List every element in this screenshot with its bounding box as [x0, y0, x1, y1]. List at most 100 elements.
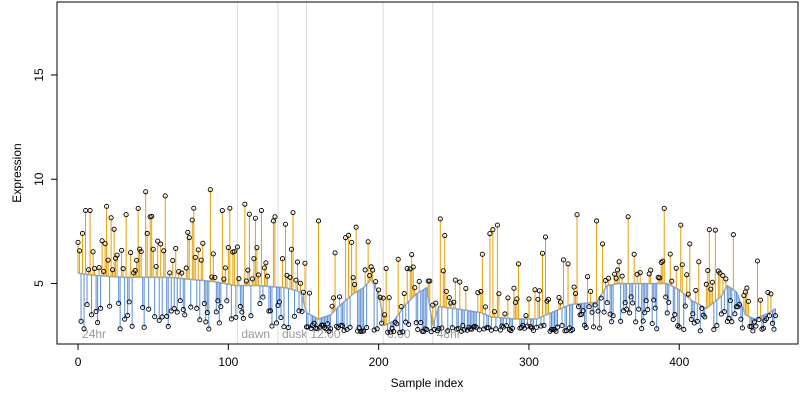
sample-point [533, 324, 540, 330]
sample-point [536, 288, 543, 294]
sample-point [152, 314, 158, 320]
sample-point [110, 267, 116, 273]
sample-point [153, 264, 159, 270]
sample-point [186, 235, 192, 241]
sample-point [702, 314, 708, 320]
sample-point [270, 218, 276, 224]
y-tick-label: 5 [32, 280, 46, 287]
sample-point [488, 327, 494, 333]
sample-point [96, 265, 102, 271]
sample-point [108, 215, 114, 221]
sample-point [329, 303, 335, 309]
sample-point [640, 318, 646, 324]
sample-point [215, 298, 221, 304]
sample-point [406, 321, 412, 327]
sample-point [545, 296, 552, 302]
sample-point [248, 313, 254, 319]
sample-point [138, 249, 144, 255]
sample-point [86, 267, 92, 273]
sample-point [242, 201, 248, 207]
sample-point [616, 259, 622, 265]
sample-point [412, 285, 418, 291]
sample-point [114, 252, 120, 258]
sample-point [383, 265, 389, 272]
sample-point [664, 310, 670, 316]
sample-point [736, 302, 742, 308]
sample-point [380, 295, 386, 301]
sample-point [324, 321, 331, 327]
section-label: 24hr [82, 327, 106, 341]
sample-point [371, 327, 377, 333]
sample-point [297, 280, 304, 286]
sample-point [225, 245, 231, 251]
sample-point [99, 238, 105, 244]
sample-point [207, 187, 213, 193]
sample-point [586, 304, 592, 310]
sample-point [192, 254, 198, 261]
sample-point [712, 227, 718, 233]
sample-point [600, 241, 606, 247]
sample-point [463, 285, 469, 292]
sample-point [595, 308, 601, 314]
sample-point [585, 274, 591, 280]
sample-point [155, 238, 161, 244]
sample-point [612, 271, 618, 277]
sample-point [278, 314, 284, 321]
sample-point [361, 328, 367, 334]
sample-point [654, 326, 660, 332]
sample-point [194, 305, 200, 311]
sample-point [523, 313, 529, 319]
sample-point [213, 309, 219, 315]
sample-point [168, 308, 174, 314]
sample-point [772, 313, 779, 319]
section-label: dusk [282, 327, 308, 341]
sample-point [613, 275, 619, 281]
sample-point [597, 325, 603, 331]
sample-point [739, 325, 745, 331]
sample-point [766, 313, 772, 319]
sample-point [663, 294, 669, 300]
sample-point [481, 326, 487, 332]
sample-point [433, 300, 439, 306]
sample-point [681, 326, 687, 332]
sample-point [165, 323, 171, 330]
sample-point [104, 203, 110, 209]
sample-point [267, 308, 273, 314]
sample-point [102, 241, 108, 247]
sample-point [560, 257, 567, 263]
sample-point [436, 326, 442, 332]
sample-point [233, 314, 239, 320]
sample-point [218, 304, 224, 310]
sample-point [461, 327, 467, 333]
sample-point [720, 273, 726, 279]
sample-point [532, 287, 538, 293]
sample-point [401, 290, 407, 297]
sample-point [287, 274, 293, 280]
sample-point [93, 308, 99, 315]
sample-point [204, 309, 210, 316]
sample-point [119, 247, 125, 253]
sample-point [699, 305, 705, 311]
sample-point [95, 319, 101, 326]
sample-point [227, 205, 233, 211]
sample-point [697, 328, 703, 334]
sample-point [637, 270, 643, 276]
sample-point [542, 234, 549, 240]
sample-point [282, 221, 289, 227]
sample-point [228, 316, 234, 322]
sample-point [305, 324, 311, 330]
sample-point [771, 326, 777, 332]
sample-point [149, 213, 155, 219]
sample-point [105, 257, 111, 263]
sample-point [135, 205, 141, 212]
sample-point [347, 324, 353, 330]
sample-point [589, 309, 595, 315]
sample-point [258, 207, 264, 214]
sample-point [179, 270, 185, 276]
sample-point [340, 323, 346, 329]
sample-point [350, 275, 356, 281]
axes: 0 100 200 300 400 5 10 15 [32, 68, 690, 369]
sample-point [606, 275, 612, 281]
sample-point [610, 313, 616, 319]
sample-point [679, 262, 685, 268]
